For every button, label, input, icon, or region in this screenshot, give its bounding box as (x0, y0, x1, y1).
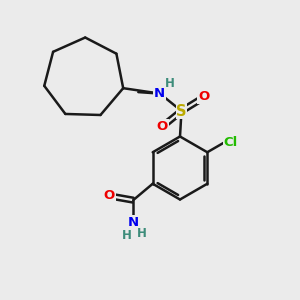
Text: H: H (137, 226, 147, 240)
Text: O: O (198, 90, 209, 103)
Text: N: N (128, 216, 139, 229)
Text: S: S (176, 103, 187, 118)
Text: N: N (154, 86, 165, 100)
Text: H: H (165, 77, 174, 90)
Text: O: O (157, 120, 168, 133)
Text: Cl: Cl (224, 136, 238, 149)
Text: H: H (122, 229, 132, 242)
Text: O: O (104, 189, 115, 202)
